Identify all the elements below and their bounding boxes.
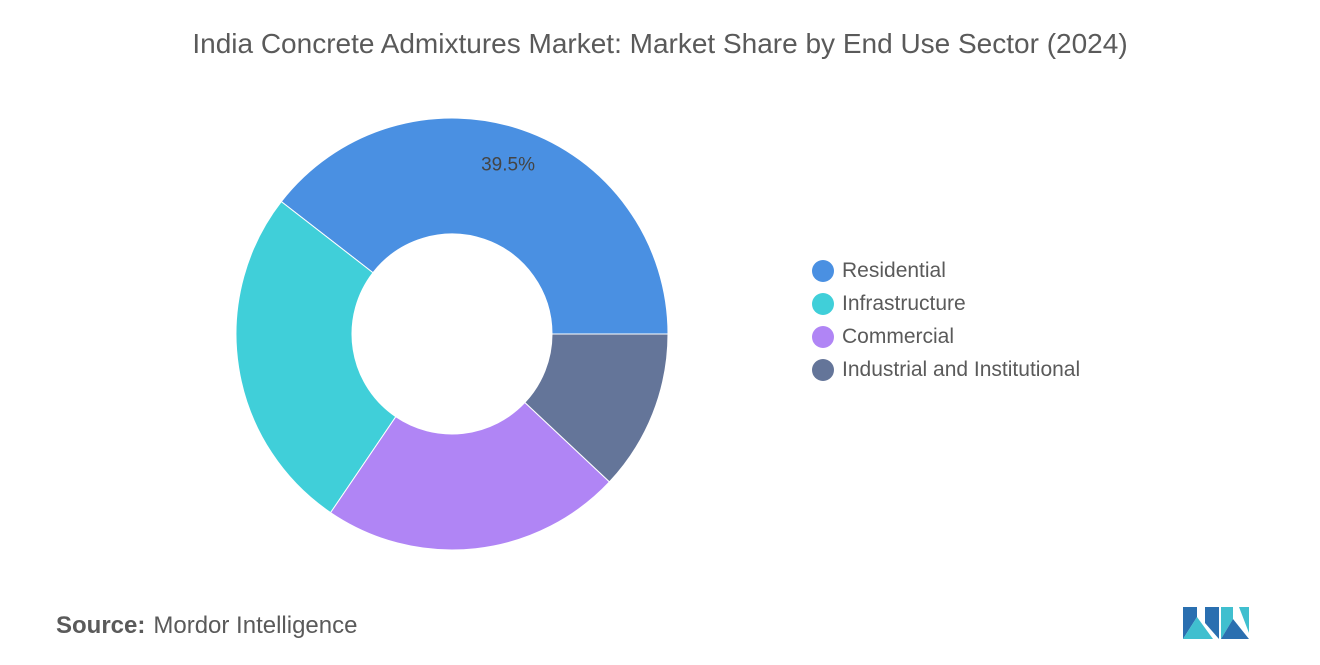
slice-industrial-and-institutional xyxy=(524,333,669,483)
slice-commercial xyxy=(329,401,611,551)
slice-data-label: 39.5% xyxy=(481,154,535,175)
legend-swatch xyxy=(812,259,834,282)
legend-item-industrial-and-institutional: Industrial and Institutional xyxy=(812,353,1080,386)
chart-title: India Concrete Admixtures Market: Market… xyxy=(192,28,1128,59)
source-value: Mordor Intelligence xyxy=(153,612,358,639)
legend-label: Infrastructure xyxy=(842,291,966,315)
legend-label: Commercial xyxy=(842,324,955,348)
legend-swatch xyxy=(812,358,834,381)
mordor-intelligence-logo-icon xyxy=(1183,607,1249,639)
legend-item-residential: Residential xyxy=(812,254,1080,287)
source-note: Source: Mordor Intelligence xyxy=(56,612,357,640)
chart-legend: Residential Infrastructure Commercial In… xyxy=(812,254,1080,386)
slice-residential xyxy=(280,117,669,335)
legend-label: Industrial and Institutional xyxy=(842,357,1081,381)
legend-swatch xyxy=(812,325,834,348)
legend-swatch xyxy=(812,292,834,315)
slice-infrastructure xyxy=(235,200,397,514)
legend-item-commercial: Commercial xyxy=(812,320,1080,353)
legend-item-infrastructure: Infrastructure xyxy=(812,287,1080,320)
legend-label: Residential xyxy=(842,258,946,282)
source-label: Source: xyxy=(56,612,146,639)
